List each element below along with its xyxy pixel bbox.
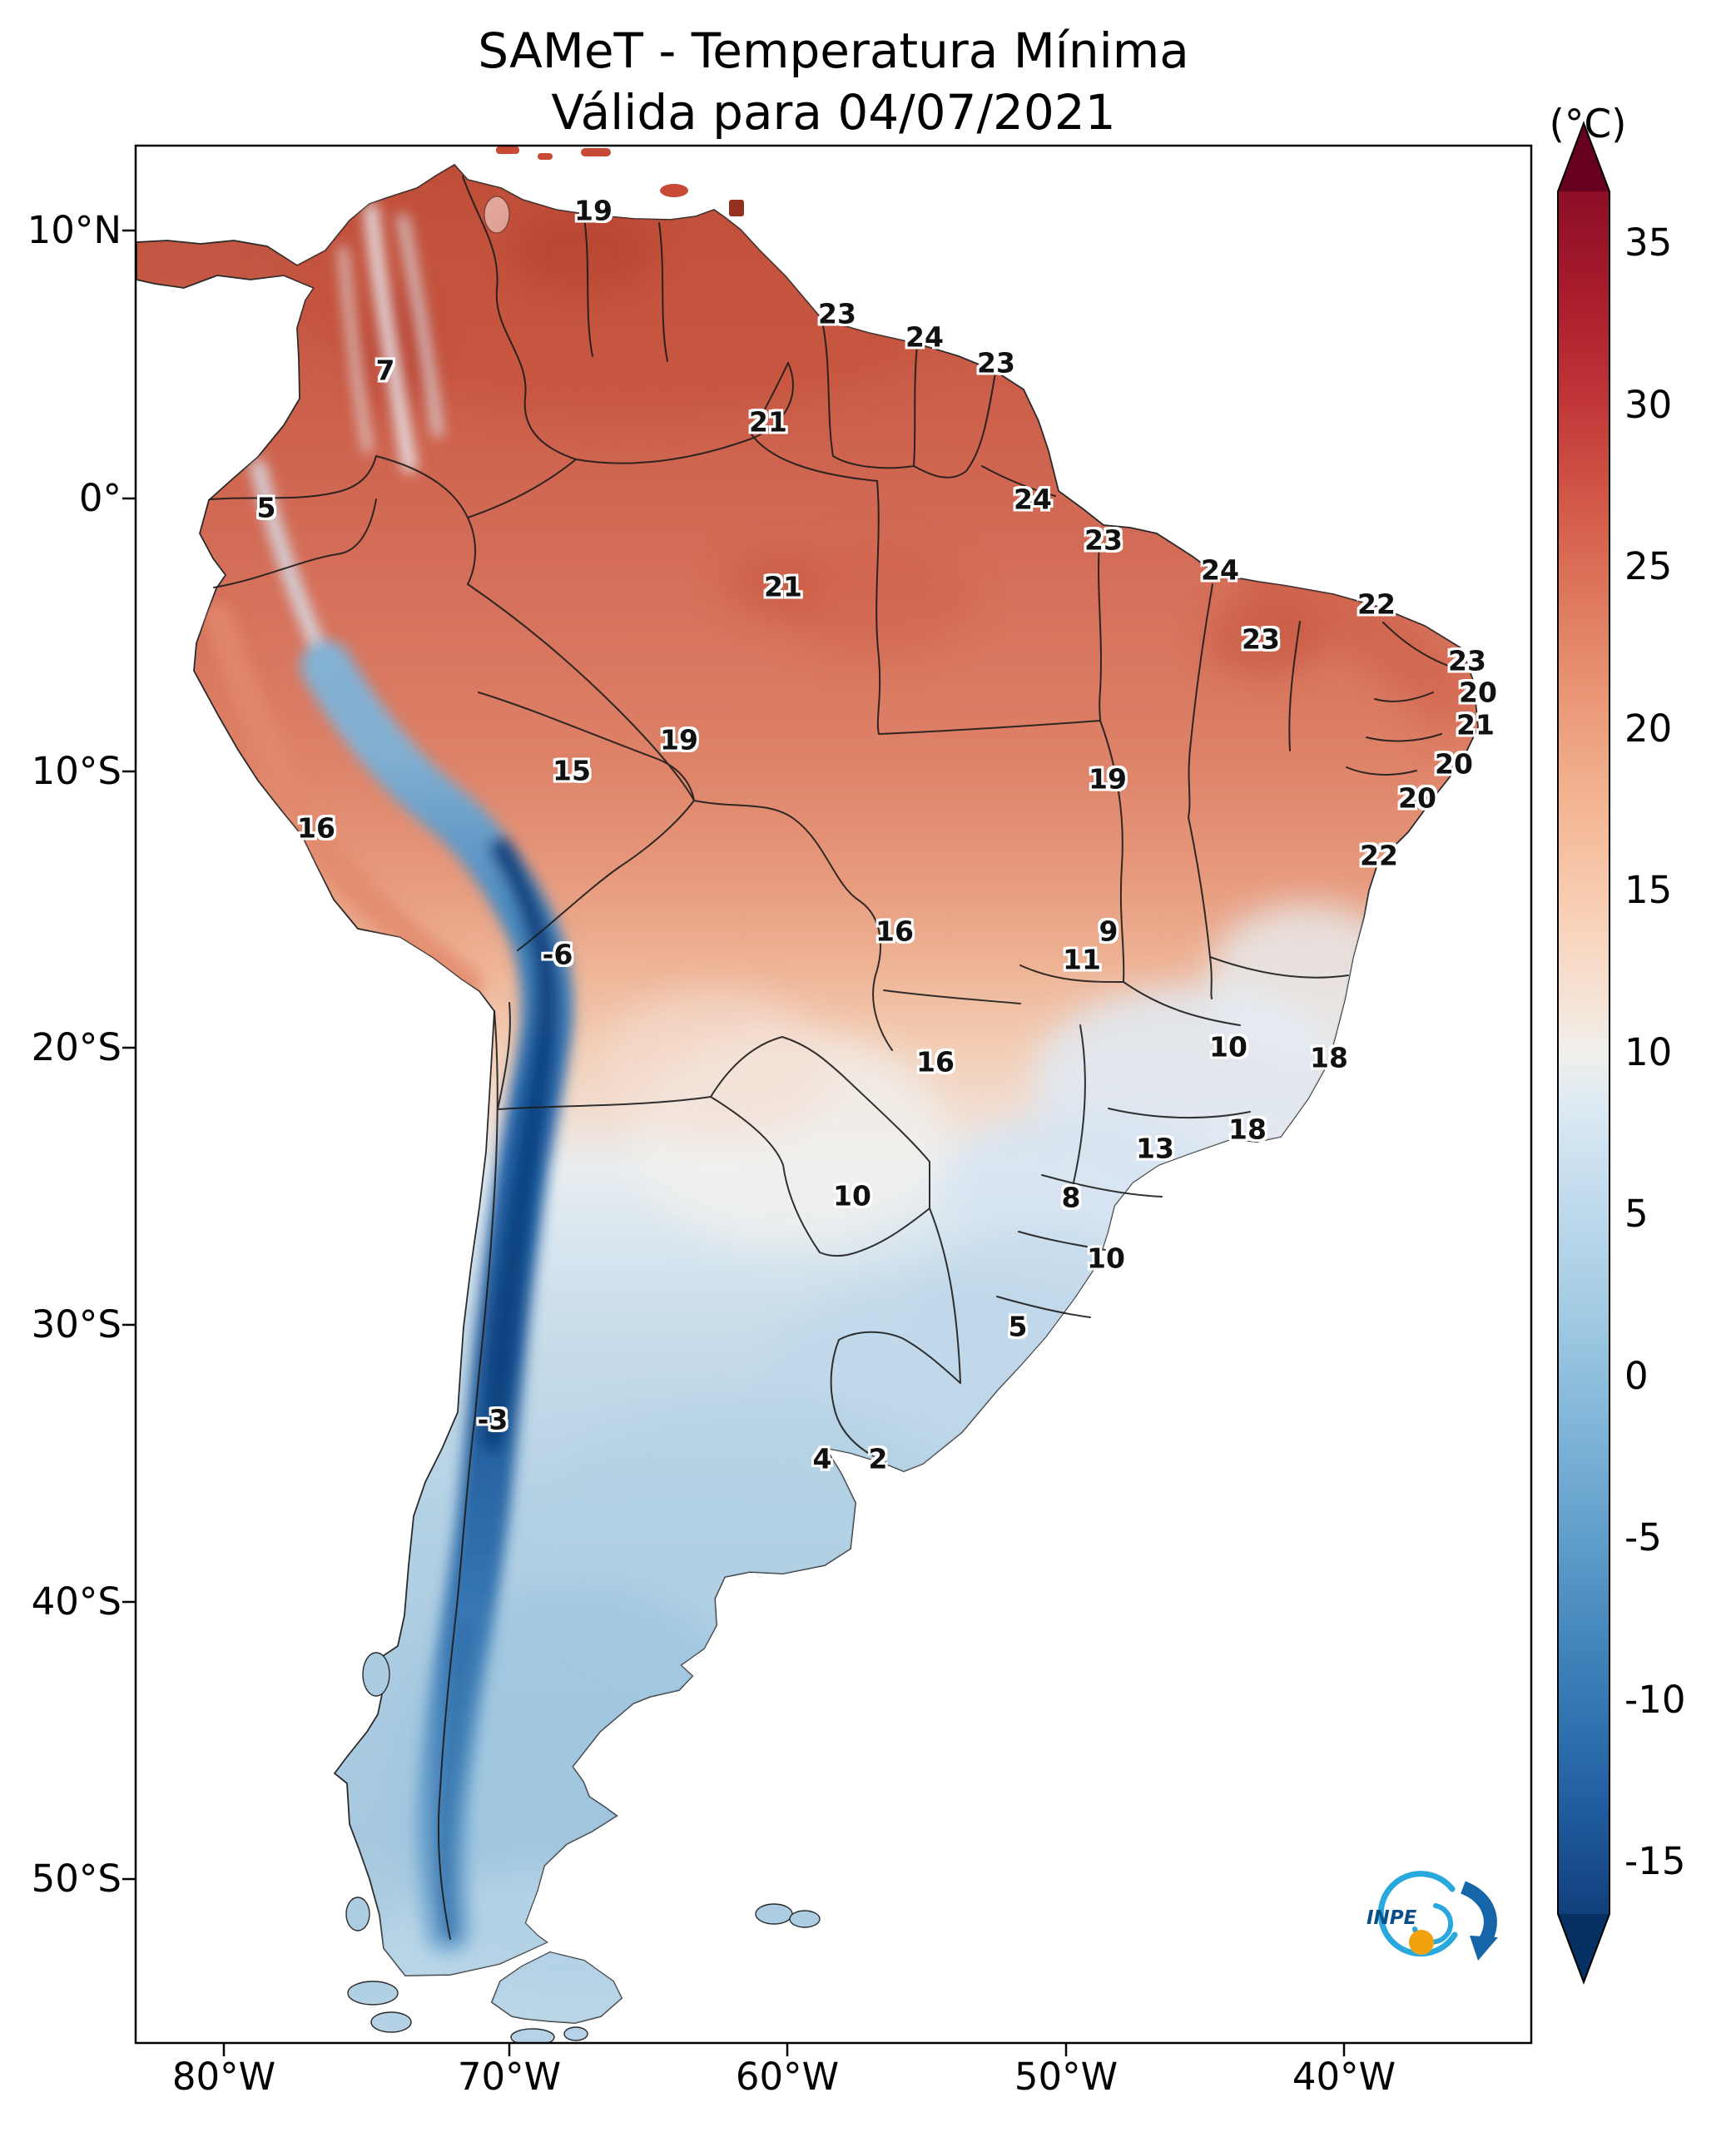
temperature-label: 16: [875, 915, 914, 948]
temperature-label: 10: [1087, 1242, 1125, 1275]
temperature-label: 23: [1084, 523, 1123, 557]
temperature-label: 16: [916, 1045, 955, 1078]
title-line-1: SAMeT - Temperatura Mínima: [478, 22, 1189, 79]
y-tick-label: 20°S: [31, 1025, 122, 1069]
logo-arrow-head: [1470, 1936, 1498, 1961]
colorbar-tick-label: -5: [1624, 1515, 1662, 1559]
temperature-label: 16: [297, 811, 335, 845]
colorbar-tick-label: -10: [1624, 1677, 1686, 1722]
temperature-label: 22: [1357, 588, 1396, 621]
temperature-label: 11: [1063, 943, 1101, 976]
colorbar: [1557, 121, 1610, 1985]
temperature-label: 19: [660, 723, 698, 756]
x-tick-label: 80°W: [171, 2055, 276, 2099]
map-frame: [134, 144, 1533, 2045]
temperature-label: 23: [977, 346, 1015, 379]
temperature-label: 21: [749, 405, 787, 439]
temperature-label: 9: [1099, 915, 1118, 948]
x-tick-label: 50°W: [1014, 2055, 1118, 2099]
temperature-label: 23: [818, 297, 856, 330]
x-tick-label: 40°W: [1292, 2055, 1396, 2099]
temperature-label: 24: [1014, 483, 1052, 516]
y-tick-label: 40°S: [31, 1579, 122, 1624]
temperature-label: 22: [1360, 839, 1398, 872]
temperature-label: 4: [812, 1442, 832, 1475]
temperature-label: 10: [1209, 1030, 1247, 1064]
y-tick-label: 10°N: [27, 208, 122, 252]
colorbar-tick-label: 35: [1624, 221, 1673, 265]
temperature-label: 24: [905, 320, 944, 354]
colorbar-tick-label: 0: [1624, 1353, 1649, 1398]
x-axis: 80°W 70°W 60°W 50°W 40°W: [0, 2054, 1736, 2120]
y-axis: 10°N 0° 10°S 20°S 30°S 40°S 50°S: [8, 0, 126, 2152]
temperature-label: 23: [1448, 644, 1486, 677]
temperature-label: 23: [1242, 622, 1280, 656]
y-tick-label: 50°S: [31, 1857, 122, 1901]
temperature-label: -3: [477, 1403, 508, 1436]
temperature-label: 8: [1061, 1181, 1081, 1214]
temperature-label: 18: [1228, 1113, 1267, 1146]
borders: [209, 176, 1449, 1940]
logo-orange-dot: [1409, 1930, 1434, 1955]
temperature-label: 20: [1435, 747, 1473, 781]
temperature-label: 21: [764, 570, 802, 603]
x-tick-label: 70°W: [457, 2055, 562, 2099]
temperature-label: 5: [1008, 1310, 1028, 1343]
temperature-label: -6: [542, 938, 573, 971]
axis-tick-marks: [122, 229, 1346, 2056]
temperature-label: 24: [1201, 553, 1239, 587]
colorbar-tick-label: 15: [1624, 868, 1673, 912]
colorbar-tick-label: 5: [1624, 1192, 1649, 1236]
temperature-label: 19: [1089, 762, 1127, 796]
temperature-label: 15: [553, 754, 591, 787]
colorbar-tick-label: 10: [1624, 1029, 1673, 1074]
temperature-label: 2: [868, 1442, 888, 1475]
temperature-label: 10: [833, 1179, 871, 1212]
inpe-logo: [1377, 1871, 1498, 1961]
colorbar-tick-label: 30: [1624, 382, 1673, 427]
title-line-2: Válida para 04/07/2021: [551, 84, 1116, 141]
islands: [345, 1652, 821, 2043]
temperature-label: 5: [256, 491, 276, 524]
temperature-label: 7: [375, 354, 395, 387]
temperature-label: 20: [1459, 676, 1497, 709]
temperature-label: 20: [1398, 781, 1436, 815]
temperature-label: 21: [1456, 708, 1495, 741]
y-tick-label: 30°S: [31, 1302, 122, 1346]
inpe-logo-text: INPE: [1366, 1907, 1417, 1929]
colorbar-tick-label: -15: [1624, 1839, 1686, 1883]
andes-overlay: [203, 203, 573, 1956]
caribbean-islets: [496, 146, 744, 216]
temperature-label: 13: [1136, 1132, 1174, 1165]
colorbar-tick-label: 20: [1624, 706, 1673, 751]
y-tick-label: 0°: [78, 476, 122, 520]
temperature-label: 18: [1310, 1041, 1348, 1074]
colorbar-tick-label: 25: [1624, 544, 1673, 588]
figure-title: SAMeT - Temperatura Mínima Válida para 0…: [136, 20, 1531, 143]
colorbar-ticks: 35 30 25 20 15 10 5 0 -5 -10 -15: [1624, 0, 1736, 2152]
colorbar-unit-label: (°C): [1549, 102, 1627, 147]
y-tick-label: 10°S: [31, 749, 122, 793]
x-tick-label: 60°W: [735, 2055, 840, 2099]
temperature-label: 19: [574, 194, 613, 227]
